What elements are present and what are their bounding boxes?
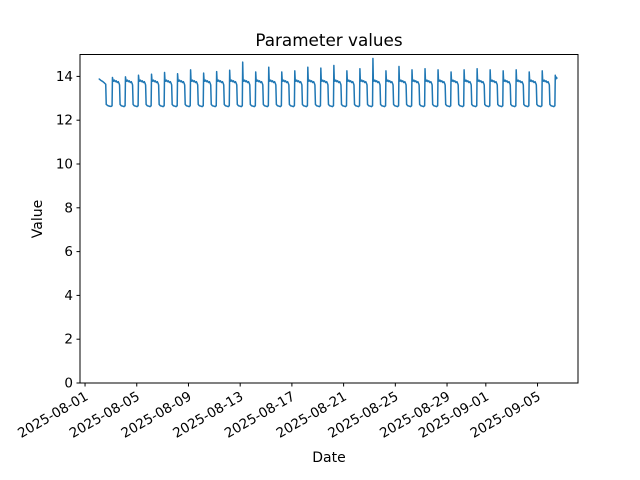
y-tick-label: 8 (64, 200, 73, 216)
y-axis-label: Value (30, 200, 46, 238)
x-axis-label: Date (312, 450, 345, 466)
x-axis-ticks: 2025-08-012025-08-052025-08-092025-08-13… (15, 383, 544, 442)
y-tick-label: 4 (64, 288, 73, 304)
y-tick-label: 2 (64, 332, 73, 348)
y-tick-label: 0 (64, 376, 73, 392)
series-line (98, 57, 558, 108)
series-group (98, 57, 558, 108)
plot-area (79, 54, 579, 384)
chart-title: Parameter values (255, 30, 402, 50)
y-tick-label: 10 (56, 157, 73, 173)
y-tick-label: 14 (56, 69, 73, 85)
y-tick-label: 6 (64, 244, 73, 260)
y-tick-label: 12 (56, 113, 73, 129)
y-axis-ticks: 0 2 4 6 8 10 12 14 (56, 69, 80, 392)
